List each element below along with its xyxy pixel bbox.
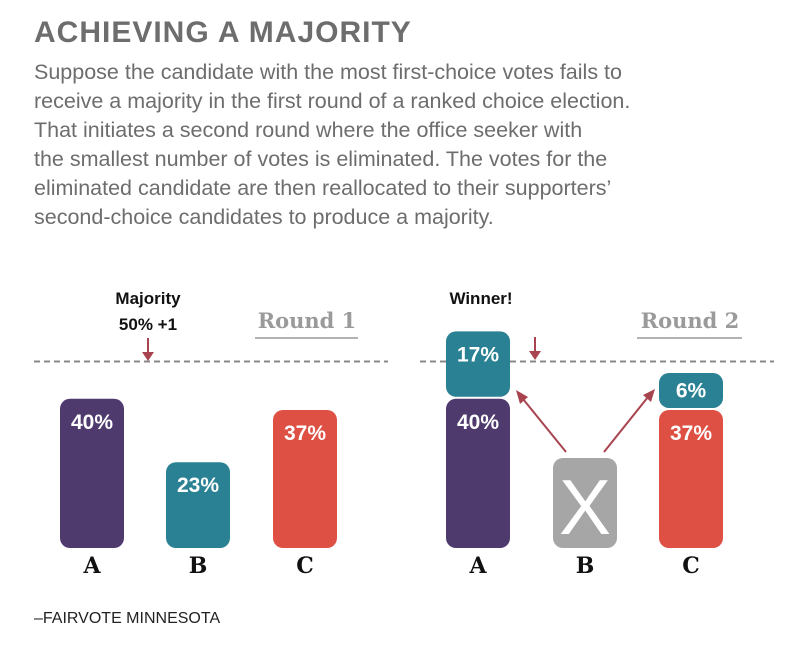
majority-arrow-head (142, 352, 154, 361)
category-label-b: B (576, 553, 595, 579)
chart-title: ACHIEVING A MAJORITY (34, 16, 412, 49)
value-label-a: 40% (457, 411, 499, 434)
added-bar-c (659, 372, 723, 408)
added-bar-a (446, 331, 510, 397)
value-label-c: 37% (670, 422, 712, 445)
bar-c (273, 409, 337, 548)
majority-label: Majority (115, 289, 181, 308)
threshold-arrow-head (529, 351, 541, 360)
value-label-b: 23% (177, 474, 219, 497)
reallocation-arrow-to-a (522, 398, 567, 453)
bar-b (166, 462, 230, 548)
winner-label: Winner! (449, 289, 512, 308)
category-label-c: C (296, 553, 314, 579)
category-label-b: B (189, 553, 208, 579)
round-title: Round 2 (641, 308, 740, 333)
reallocation-arrowhead-to-a (516, 390, 528, 404)
bar-a (446, 398, 510, 548)
reallocation-arrow-to-c (603, 396, 649, 453)
eliminated-x-mark: X (559, 463, 611, 551)
category-label-c: C (682, 553, 700, 579)
category-label-a: A (82, 553, 101, 579)
reallocation-arrowhead-to-c (643, 389, 655, 402)
category-label-a: A (468, 553, 487, 579)
bar-a (60, 398, 124, 548)
majority-value-label: 50% +1 (119, 315, 177, 334)
chart-subtitle: Suppose the candidate with the most firs… (34, 60, 631, 229)
source-credit: –FAIRVOTE MINNESOTA (34, 610, 221, 627)
round-title: Round 1 (258, 308, 357, 333)
value-label-c: 37% (284, 422, 326, 445)
ranked-choice-chart: Round 1 A 40% B 23% C 37% Majority 50% +1 Round 2… (34, 289, 774, 579)
value-label-a: 40% (71, 411, 113, 434)
added-label-c: 6% (676, 379, 707, 402)
added-label-a: 17% (457, 343, 499, 366)
eliminated-bar-b (553, 458, 617, 548)
bar-c (659, 409, 723, 548)
